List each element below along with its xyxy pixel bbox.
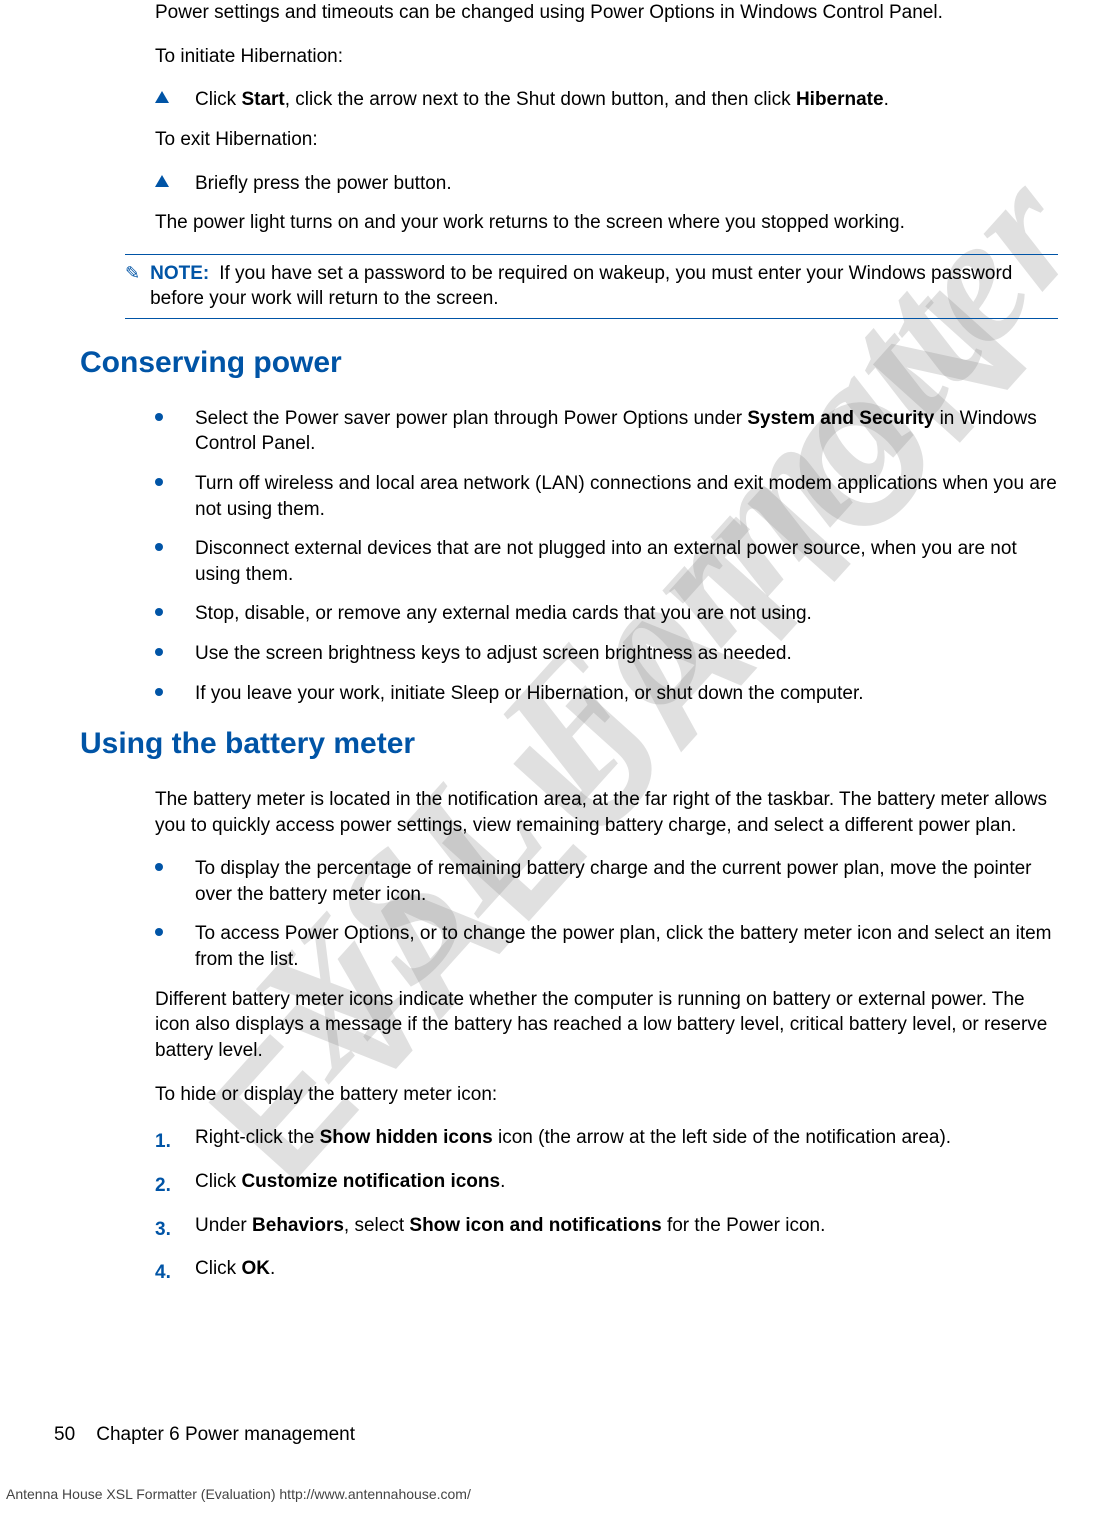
- note-text: NOTE:If you have set a password to be re…: [150, 261, 1058, 312]
- numbered-item: 1. Right-click the Show hidden icons ico…: [155, 1125, 1058, 1155]
- list-item: To display the percentage of remaining b…: [155, 856, 1058, 907]
- list-item: Use the screen brightness keys to adjust…: [155, 641, 1058, 667]
- body-text: To exit Hibernation:: [155, 127, 1058, 153]
- list-text: Select the Power saver power plan throug…: [195, 406, 1058, 457]
- step-item: Click Start, click the arrow next to the…: [155, 87, 1058, 113]
- step-item: Briefly press the power button.: [155, 171, 1058, 197]
- evaluation-footer: Antenna House XSL Formatter (Evaluation)…: [6, 1485, 471, 1504]
- list-text: Right-click the Show hidden icons icon (…: [195, 1125, 1058, 1151]
- list-item: Turn off wireless and local area network…: [155, 471, 1058, 522]
- step-text: Briefly press the power button.: [195, 171, 1058, 197]
- numbered-item: 3. Under Behaviors, select Show icon and…: [155, 1213, 1058, 1243]
- note-icon: ✎: [125, 261, 140, 285]
- bullet-icon: [155, 543, 163, 551]
- body-text: The battery meter is located in the noti…: [155, 787, 1058, 838]
- bullet-icon: [155, 928, 163, 936]
- list-text: If you leave your work, initiate Sleep o…: [195, 681, 1058, 707]
- list-text: Click Customize notification icons.: [195, 1169, 1058, 1195]
- bullet-icon: [155, 478, 163, 486]
- body-text: To hide or display the battery meter ico…: [155, 1082, 1058, 1108]
- list-item: Stop, disable, or remove any external me…: [155, 601, 1058, 627]
- list-item: To access Power Options, or to change th…: [155, 921, 1058, 972]
- body-text: Power settings and timeouts can be chang…: [155, 0, 1058, 26]
- step-number: 2.: [155, 1173, 171, 1199]
- list-text: Click OK.: [195, 1256, 1058, 1282]
- list-text: Disconnect external devices that are not…: [195, 536, 1058, 587]
- step-number: 4.: [155, 1260, 171, 1286]
- step-number: 3.: [155, 1217, 171, 1243]
- numbered-item: 4. Click OK.: [155, 1256, 1058, 1286]
- bullet-icon: [155, 608, 163, 616]
- list-item: Select the Power saver power plan throug…: [155, 406, 1058, 457]
- bullet-icon: [155, 863, 163, 871]
- list-text: Stop, disable, or remove any external me…: [195, 601, 1058, 627]
- step-number: 1.: [155, 1129, 171, 1155]
- list-text: To display the percentage of remaining b…: [195, 856, 1058, 907]
- triangle-icon: [155, 91, 169, 103]
- section-heading: Using the battery meter: [80, 724, 1058, 765]
- list-text: Use the screen brightness keys to adjust…: [195, 641, 1058, 667]
- body-text: The power light turns on and your work r…: [155, 210, 1058, 236]
- list-item: If you leave your work, initiate Sleep o…: [155, 681, 1058, 707]
- body-text: Different battery meter icons indicate w…: [155, 987, 1058, 1064]
- bullet-icon: [155, 688, 163, 696]
- note-box: ✎ NOTE:If you have set a password to be …: [125, 254, 1058, 319]
- list-text: To access Power Options, or to change th…: [195, 921, 1058, 972]
- list-item: Disconnect external devices that are not…: [155, 536, 1058, 587]
- numbered-item: 2. Click Customize notification icons.: [155, 1169, 1058, 1199]
- body-text: To initiate Hibernation:: [155, 44, 1058, 70]
- list-text: Under Behaviors, select Show icon and no…: [195, 1213, 1058, 1239]
- triangle-icon: [155, 175, 169, 187]
- bullet-icon: [155, 413, 163, 421]
- page-footer: 50 Chapter 6 Power management: [54, 1422, 355, 1448]
- section-heading: Conserving power: [80, 343, 1058, 384]
- step-text: Click Start, click the arrow next to the…: [195, 87, 1058, 113]
- bullet-icon: [155, 648, 163, 656]
- list-text: Turn off wireless and local area network…: [195, 471, 1058, 522]
